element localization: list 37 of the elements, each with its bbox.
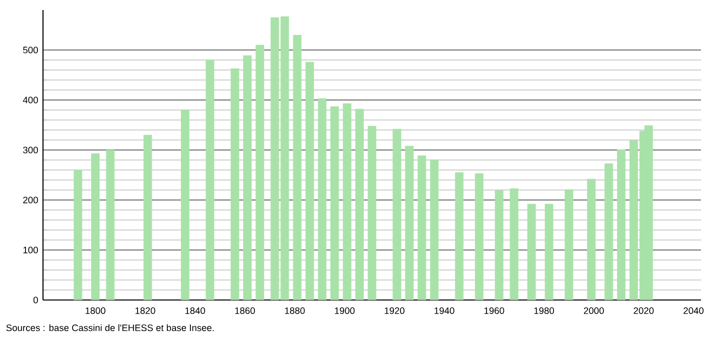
y-tick-label: 0 (33, 296, 38, 304)
x-tick-label: 2040 (684, 307, 704, 314)
bar (91, 153, 100, 300)
x-tick-label: 1940 (434, 307, 454, 314)
source-note: Sources : base Cassini de l'EHESS et base Insee. (6, 324, 214, 332)
bar (305, 62, 314, 300)
bar (392, 128, 402, 300)
bar (368, 126, 376, 300)
x-tick-label: 1820 (136, 307, 156, 314)
y-tick-label: 500 (23, 46, 38, 54)
x-tick-label: 1900 (334, 307, 355, 314)
x-tick-label: 1980 (534, 307, 554, 314)
x-tick-label: 1840 (185, 307, 206, 314)
bar (494, 190, 504, 300)
bar (355, 108, 364, 300)
y-tick-label: 400 (22, 96, 38, 104)
bar (143, 134, 152, 300)
bar (180, 110, 190, 300)
bar (318, 98, 326, 300)
x-tick-label: 1860 (235, 307, 255, 314)
x-tick-label: 1920 (384, 307, 404, 314)
x-tick-label: 1800 (86, 307, 106, 314)
y-tick-label: 200 (23, 196, 38, 204)
x-tick-label: 2000 (584, 307, 604, 314)
x-tick-label: 1880 (285, 307, 305, 314)
bar (430, 159, 439, 300)
y-tick-label: 300 (23, 146, 38, 154)
bar (330, 106, 339, 300)
bar (418, 155, 426, 300)
x-tick-label: 2020 (634, 307, 654, 314)
bar (342, 103, 352, 300)
bar (230, 68, 240, 300)
bar (617, 149, 626, 300)
bar (544, 204, 554, 300)
x-tick-label: 1960 (484, 307, 504, 314)
y-tick-label: 100 (23, 246, 38, 254)
bar (474, 173, 484, 300)
